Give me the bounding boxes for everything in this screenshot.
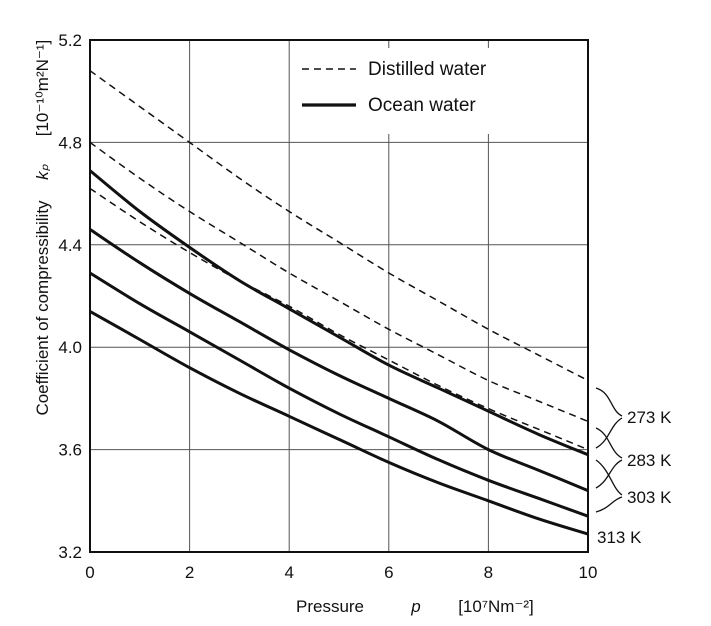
legend-label-distilled: Distilled water [368, 59, 487, 80]
legend-label-ocean: Ocean water [368, 95, 476, 116]
x-tick-labels: 0 2 4 6 8 10 [85, 563, 597, 582]
y-axis-title-group: Coefficient of compressibility kₚ [10⁻¹⁰… [33, 40, 52, 416]
bracket-273-solid [595, 417, 623, 449]
temperature-brackets [595, 387, 623, 513]
series-group [89, 70, 589, 536]
series-line-ocean-303K [89, 271, 589, 518]
y-axis-symbol: kₚ [33, 163, 52, 180]
bracket-303-solid [595, 496, 623, 513]
x-axis-unit: [10⁷Nm⁻²] [458, 597, 534, 616]
x-tick-label: 8 [484, 563, 493, 582]
y-tick-label: 3.2 [58, 543, 82, 562]
series-line-ocean-283K [89, 228, 589, 492]
y-tick-label: 4.0 [58, 338, 82, 357]
x-axis-symbol: p [410, 597, 420, 616]
series-line-ocean-273K [89, 169, 589, 457]
y-tick-label: 4.8 [58, 133, 82, 152]
plot-frame [89, 39, 589, 553]
series-line-ocean-313K [89, 310, 589, 536]
y-tick-label: 3.6 [58, 441, 82, 460]
series-line-distilled-283K [89, 141, 589, 423]
x-tick-label: 2 [185, 563, 194, 582]
bracket-303-dashed [595, 459, 623, 496]
temp-label-283: 283 K [627, 451, 672, 470]
legend-background [292, 48, 554, 134]
y-tick-label: 5.2 [58, 31, 82, 50]
temp-label-273: 273 K [627, 408, 672, 427]
y-axis-unit: [10⁻¹⁰m²N⁻¹] [33, 40, 52, 137]
x-tick-label: 6 [384, 563, 393, 582]
temp-label-303: 303 K [627, 488, 672, 507]
x-tick-label: 4 [284, 563, 293, 582]
y-tick-label: 4.4 [58, 236, 82, 255]
bracket-283-solid [595, 459, 623, 489]
y-axis-title: Coefficient of compressibility [33, 200, 52, 416]
x-tick-label: 0 [85, 563, 94, 582]
y-tick-labels: 3.2 3.6 4.0 4.4 4.8 5.2 [58, 31, 82, 562]
temp-label-313: 313 K [597, 528, 642, 547]
bracket-283-dashed [595, 427, 623, 459]
bracket-273-dashed [595, 387, 623, 417]
x-axis-title: Pressure [296, 597, 364, 616]
series-line-distilled-303K [89, 187, 589, 451]
x-tick-label: 10 [579, 563, 598, 582]
series-line-distilled-273K [89, 70, 589, 382]
